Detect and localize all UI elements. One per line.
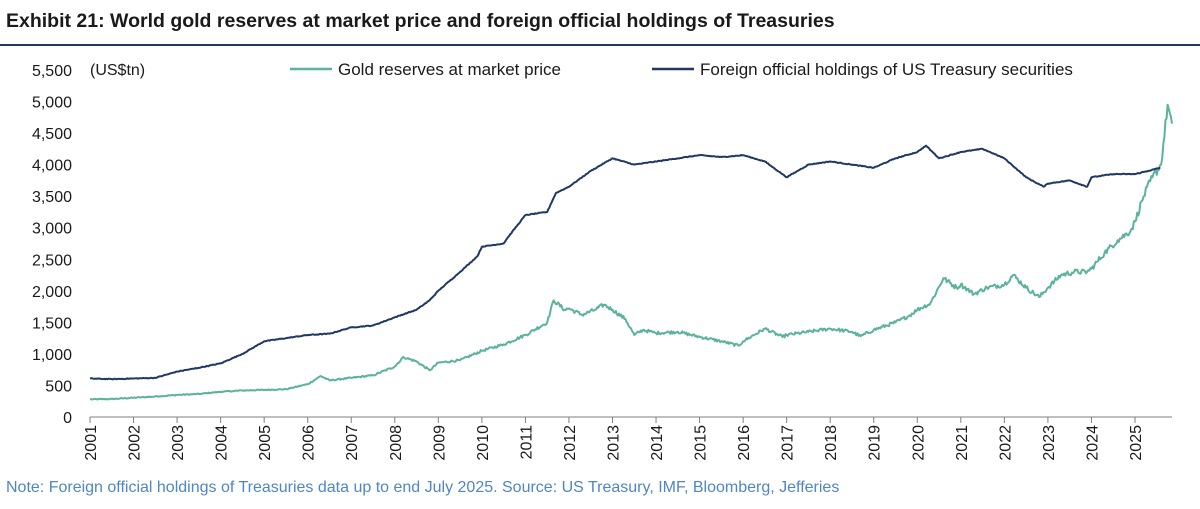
x-tick-label: 2003: [170, 425, 187, 461]
y-tick-label: 5,000: [32, 95, 72, 112]
x-tick-label: 2020: [910, 425, 927, 461]
series-line-treasury-holdings: [89, 144, 1161, 381]
y-tick-label: 1,500: [32, 315, 72, 332]
y-tick-label: 3,500: [32, 189, 72, 206]
legend-label-gold: Gold reserves at market price: [338, 60, 561, 79]
x-tick-label: 2007: [344, 425, 361, 461]
x-tick-label: 2019: [867, 425, 884, 461]
y-tick-label: 1,000: [32, 347, 72, 364]
y-tick-label: 4,000: [32, 158, 72, 175]
x-tick-label: 2021: [954, 425, 971, 461]
x-tick-label: 2015: [693, 425, 710, 461]
source-note: Note: Foreign official holdings of Treas…: [6, 479, 840, 496]
x-tick-label: 2023: [1041, 425, 1058, 461]
x-tick-label: 2008: [388, 425, 405, 461]
y-tick-label: 2,500: [32, 252, 72, 269]
chart-title: Exhibit 21: World gold reserves at marke…: [6, 10, 835, 32]
x-tick-label: 2014: [649, 425, 666, 461]
x-tick-label: 2024: [1084, 425, 1101, 461]
x-tick-label: 2001: [83, 425, 100, 461]
legend-label-treasuries: Foreign official holdings of US Treasury…: [700, 60, 1073, 79]
y-tick-label: 5,500: [32, 63, 72, 80]
y-tick-label: 4,500: [32, 126, 72, 143]
x-tick-label: 2009: [431, 425, 448, 461]
x-tick-label: 2016: [736, 425, 753, 461]
x-tick-label: 2025: [1128, 425, 1145, 461]
x-tick-label: 2018: [823, 425, 840, 461]
x-tick-label: 2013: [605, 425, 622, 461]
x-tick-label: 2017: [780, 425, 797, 461]
x-tick-label: 2006: [301, 425, 318, 461]
legend: Gold reserves at market price Foreign of…: [290, 60, 1073, 79]
x-tick-label: 2002: [127, 425, 144, 461]
x-tick-label: 2022: [997, 425, 1014, 461]
y-tick-label: 3,000: [32, 221, 72, 238]
series-line-gold-reserves: [89, 103, 1173, 401]
x-tick-label: 2004: [214, 425, 231, 461]
x-tick-label: 2010: [475, 425, 492, 461]
y-tick-label: 2,000: [32, 284, 72, 301]
x-tick-label: 2012: [562, 425, 579, 461]
x-tick-label: 2005: [257, 425, 274, 461]
y-tick-label: 0: [63, 410, 72, 427]
y-axis-unit-label: (US$tn): [90, 62, 145, 79]
x-tick-label: 2011: [518, 425, 535, 460]
y-tick-label: 500: [45, 378, 72, 395]
title-divider: [0, 44, 1200, 46]
